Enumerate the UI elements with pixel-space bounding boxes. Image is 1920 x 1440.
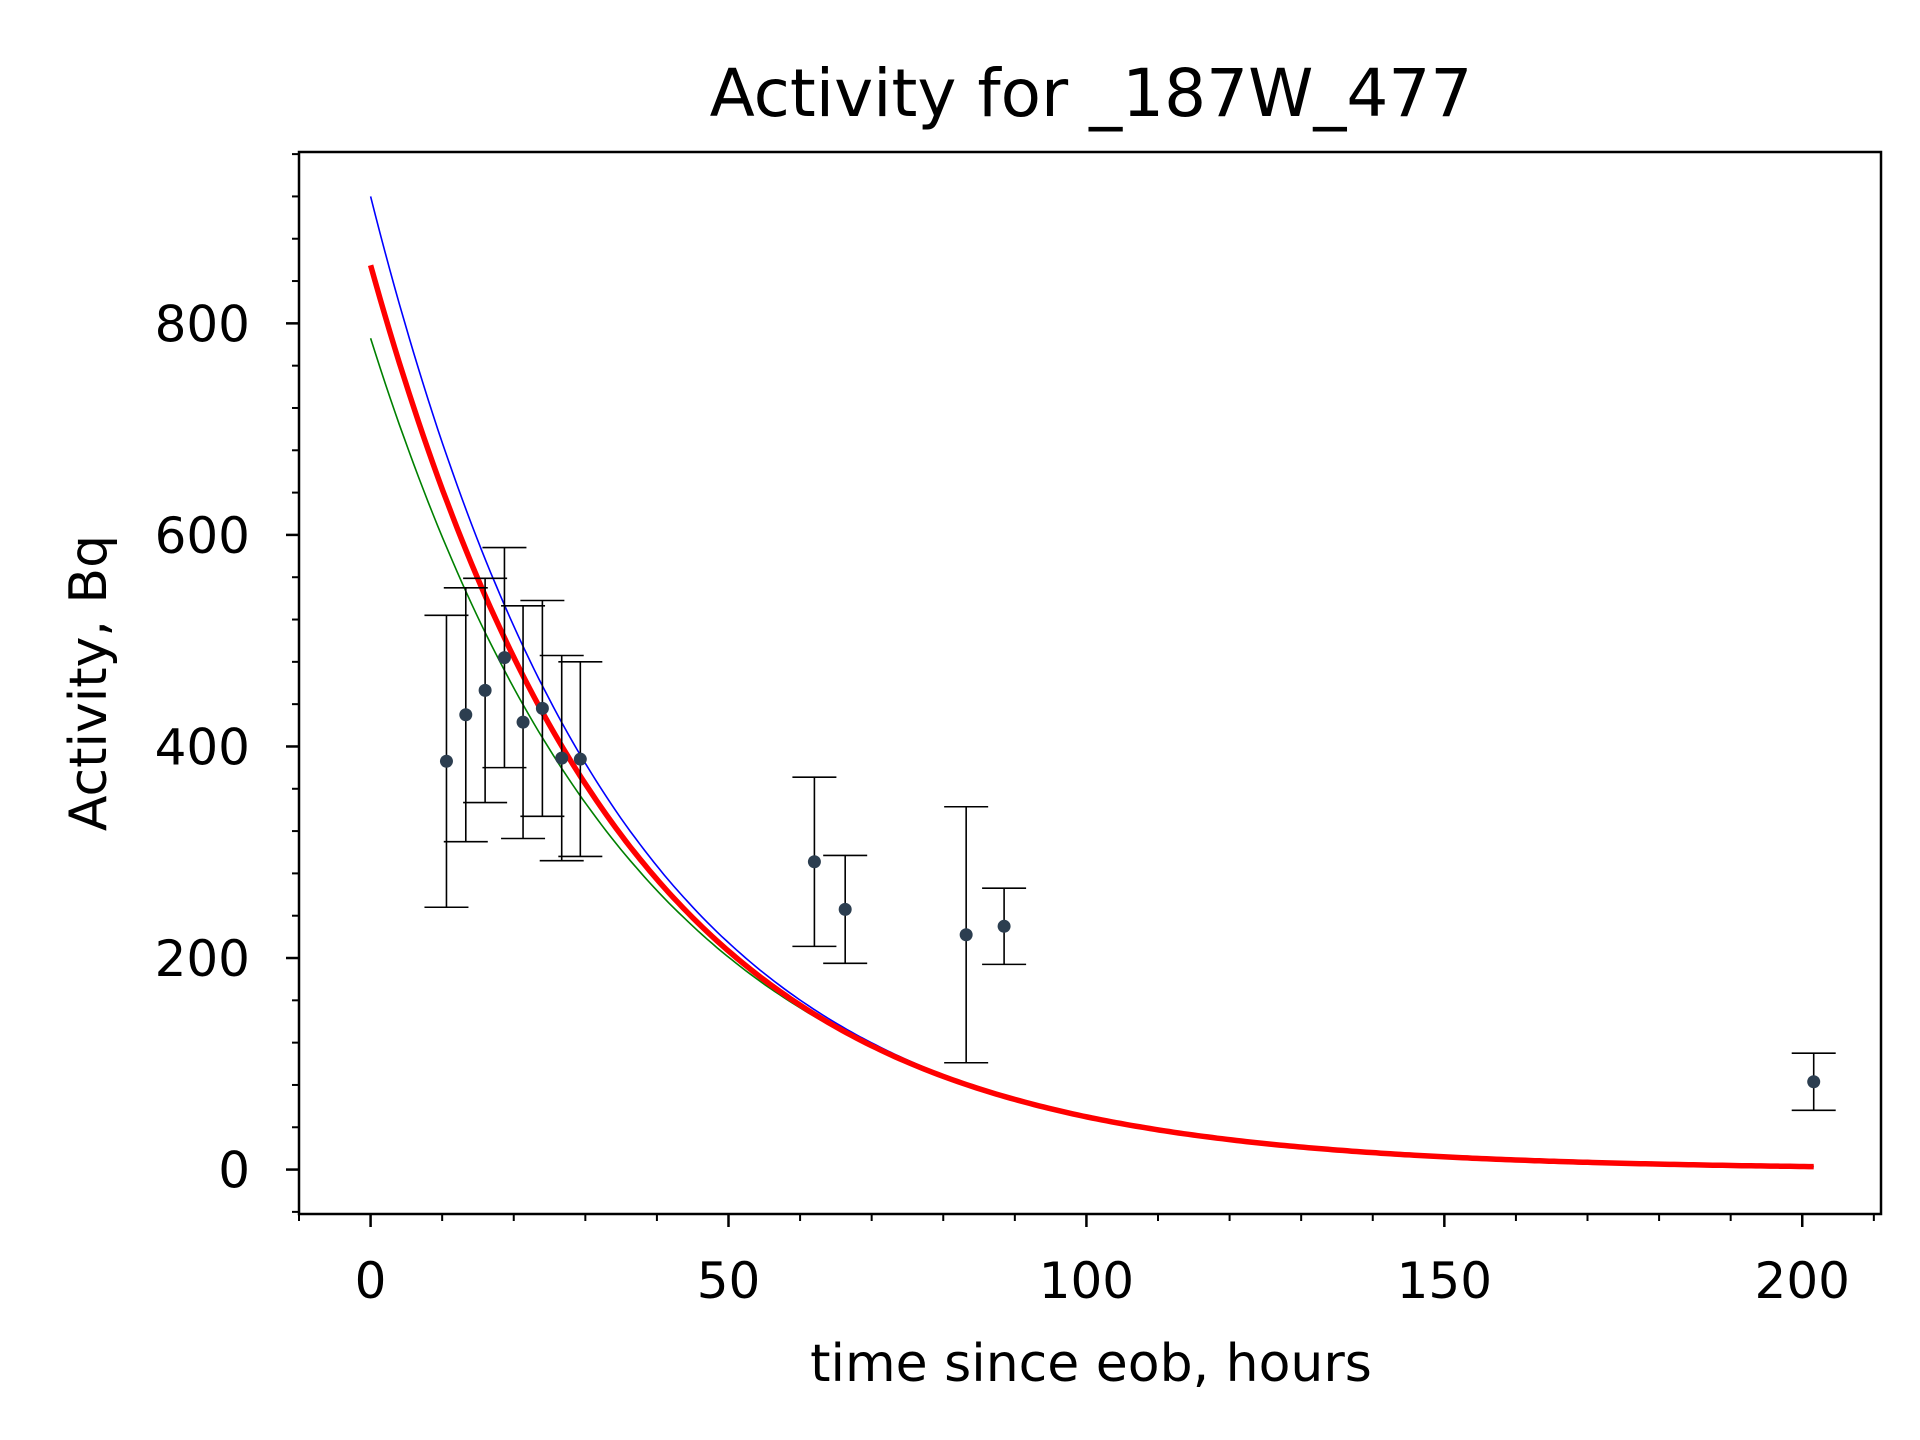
data-point — [838, 902, 852, 916]
data-point — [573, 752, 587, 766]
y-axis-label: Activity, Bq — [59, 535, 119, 831]
y-tick-label: 0 — [218, 1142, 250, 1200]
lower-curve — [369, 337, 1814, 1167]
data-point — [1807, 1075, 1821, 1089]
x-tick-label: 100 — [1039, 1252, 1134, 1310]
x-tick-label: 0 — [355, 1252, 387, 1310]
data-point — [459, 708, 473, 722]
upper-curve — [369, 196, 1814, 1168]
data-point — [497, 651, 511, 665]
data-point — [959, 928, 973, 942]
x-tick-label: 50 — [697, 1252, 761, 1310]
data-point — [478, 683, 492, 697]
y-tick-label: 800 — [155, 295, 250, 353]
x-tick-label: 200 — [1755, 1252, 1850, 1310]
fit-curve — [367, 264, 1814, 1170]
fit-curves — [367, 196, 1814, 1170]
tick-labels: 0 50 100 150 200 0 200 400 600 800 — [155, 295, 1850, 1310]
y-tick-label: 200 — [155, 930, 250, 988]
data-point — [439, 754, 453, 768]
x-axis-label: time since eob, hours — [810, 1334, 1372, 1394]
major-ticks — [286, 322, 1804, 1227]
data-point — [535, 701, 549, 715]
plot-frame — [297, 150, 1883, 1216]
y-tick-label: 400 — [155, 718, 250, 776]
chart-title: Activity for _187W_477 — [710, 55, 1473, 132]
minor-ticks — [292, 153, 1875, 1221]
data-point — [997, 919, 1011, 933]
data-point — [807, 855, 821, 869]
error-bars — [424, 546, 1836, 1112]
x-tick-label: 150 — [1397, 1252, 1492, 1310]
y-tick-label: 600 — [155, 507, 250, 565]
data-point — [516, 715, 530, 729]
data-point — [555, 751, 569, 765]
data-points — [439, 651, 1821, 1089]
